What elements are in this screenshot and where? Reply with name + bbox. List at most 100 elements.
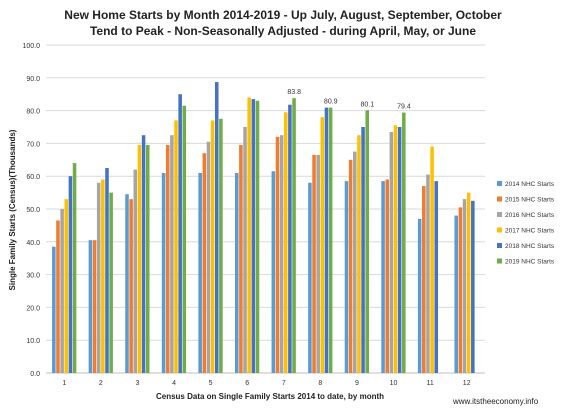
bar: [365, 110, 369, 373]
legend-swatch: [497, 196, 502, 202]
y-tick-label: 80.0: [26, 109, 40, 116]
bar: [165, 145, 170, 373]
y-tick-label: 40.0: [26, 240, 40, 247]
bar: [275, 136, 280, 373]
bar: [198, 172, 202, 373]
y-axis-ticks: 0.0 10.0 20.0 30.0 40.0 50.0 60.0 70.0 80.0 90.0 1…: [22, 43, 40, 378]
bar: [397, 127, 402, 373]
y-tick-label: 100.0: [22, 43, 40, 50]
data-label: 80.9: [324, 99, 338, 106]
bar: [206, 141, 211, 373]
y-tick-label: 70.0: [26, 141, 40, 148]
legend-label: 2018 NHC Starts: [505, 243, 555, 250]
bar: [125, 194, 129, 373]
bar: [466, 192, 471, 373]
bar: [68, 176, 73, 373]
legend-swatch: [497, 212, 502, 217]
x-tick-label: 11: [426, 380, 433, 387]
bar: [219, 118, 223, 373]
bar: [214, 82, 219, 374]
bar: [324, 107, 329, 373]
bar: [133, 169, 138, 373]
legend-label: 2019 NHC Starts: [505, 259, 555, 266]
y-tick-label: 10.0: [26, 338, 40, 345]
y-tick-label: 30.0: [26, 273, 40, 280]
legend-swatch: [497, 258, 502, 264]
x-tick-label: 9: [355, 380, 359, 387]
bar: [316, 154, 320, 373]
legend-label: 2014 NHC Starts: [505, 181, 555, 188]
y-tick-label: 90.0: [26, 76, 40, 83]
y-tick-label: 50.0: [26, 207, 40, 214]
bar: [251, 99, 256, 374]
y-tick-label: 20.0: [26, 305, 40, 312]
bar: [312, 154, 316, 373]
bar: [182, 105, 187, 374]
x-tick-label: 1: [62, 380, 66, 387]
x-axis-label: Census Data on Single Family Starts 2014…: [156, 392, 384, 401]
x-tick-label: 4: [172, 380, 176, 387]
legend-label: 2015 NHC Starts: [505, 197, 555, 204]
bar: [422, 186, 426, 373]
bar: [353, 151, 357, 373]
legend-label: 2016 NHC Starts: [505, 212, 555, 219]
bar: [462, 199, 467, 373]
bar: [255, 100, 260, 373]
legend-swatch: [497, 181, 502, 186]
x-tick-label: 2: [99, 380, 103, 387]
bar: [234, 172, 239, 373]
bar: [344, 181, 349, 373]
bar: [105, 168, 109, 373]
data-label: 80.1: [361, 101, 375, 108]
bar: [279, 135, 284, 373]
bar: [161, 172, 166, 373]
bar: [320, 117, 325, 373]
bar: [357, 135, 361, 373]
bar: [92, 240, 97, 373]
legend: 2014 NHC Starts 2015 NHC Starts 2016 NHC S…: [497, 181, 555, 266]
bar: [137, 145, 142, 373]
bar: [288, 104, 292, 374]
bar: [129, 199, 133, 373]
x-tick-label: 8: [318, 380, 322, 387]
x-axis-ticks: 1 2 3 4 5 6 7 8 9 10 11 12: [62, 380, 470, 387]
bar: [109, 192, 113, 373]
bar: [101, 179, 105, 373]
y-axis-label: Single Family Starts (Census)(Thousands): [8, 129, 17, 290]
bar: [88, 240, 93, 373]
bar: [402, 112, 406, 374]
chart-title: New Home Starts by Month 2014-2019 - Up …: [64, 8, 502, 22]
bar: [72, 163, 77, 373]
bars: [52, 82, 475, 374]
bar: [170, 135, 174, 373]
legend-swatch: [497, 227, 502, 233]
bar: [348, 159, 353, 373]
bar: [426, 174, 430, 373]
bar: [64, 199, 69, 373]
data-labels: 83.8 80.9 80.1 79.4: [287, 89, 410, 110]
bar: [56, 220, 60, 373]
bar: [141, 135, 146, 373]
x-tick-label: 7: [282, 380, 286, 387]
bar: [60, 209, 64, 373]
bar: [389, 131, 394, 373]
x-tick-label: 12: [463, 380, 471, 387]
bar: [174, 120, 178, 373]
bar: [271, 171, 276, 373]
bar: [202, 153, 207, 373]
bar: [292, 98, 296, 374]
x-tick-label: 10: [390, 380, 398, 387]
bar: [210, 120, 215, 373]
bar: [308, 182, 312, 373]
legend-swatch: [497, 243, 502, 248]
legend-label: 2017 NHC Starts: [505, 228, 555, 235]
bar: [52, 246, 56, 373]
bar: [283, 112, 288, 374]
chart-subtitle: Tend to Peak - Non-Seasonally Adjusted -…: [90, 24, 476, 38]
bar: [328, 107, 333, 373]
bar: [385, 179, 389, 373]
data-label: 83.8: [287, 89, 301, 96]
bar: [96, 182, 101, 373]
bar: [417, 218, 422, 373]
